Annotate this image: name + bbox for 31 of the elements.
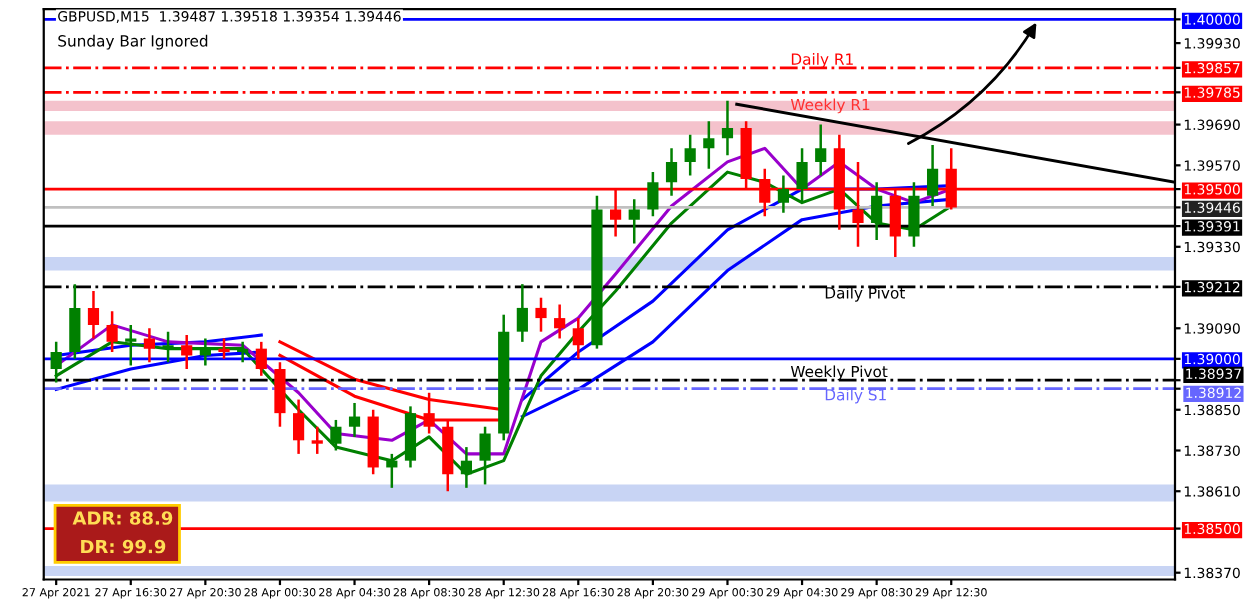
- annotation: ADR: 88.9: [72, 511, 173, 525]
- candlestick: [927, 143, 939, 208]
- candlestick: [69, 282, 81, 361]
- candlestick: [162, 330, 174, 364]
- candlestick: [572, 316, 584, 361]
- candlestick: [106, 310, 118, 354]
- candlestick: [908, 181, 920, 249]
- candlestick: [647, 170, 659, 218]
- candlestick: [143, 327, 156, 364]
- candlestick: [293, 398, 305, 456]
- candlestick: [125, 323, 137, 367]
- candlestick: [554, 303, 566, 340]
- candlestick: [721, 99, 734, 157]
- candlestick: [404, 405, 417, 469]
- candlestick: [255, 340, 267, 378]
- candlestick: [274, 360, 286, 428]
- candlestick: [87, 289, 100, 340]
- candlestick: [516, 282, 528, 344]
- candlestick: [330, 418, 342, 452]
- candlestick: [535, 296, 547, 333]
- candlestick: [815, 123, 827, 177]
- candlestick: [684, 133, 696, 177]
- candlestick: [181, 333, 193, 371]
- annotation: DR: 99.9: [81, 539, 166, 554]
- candlestick: [628, 198, 640, 245]
- candlestick: [218, 337, 230, 361]
- candlestick: [871, 181, 883, 242]
- candlestick: [703, 119, 715, 170]
- candlestick: [311, 425, 323, 456]
- candlestick: [665, 147, 678, 198]
- candlestick: [348, 401, 361, 439]
